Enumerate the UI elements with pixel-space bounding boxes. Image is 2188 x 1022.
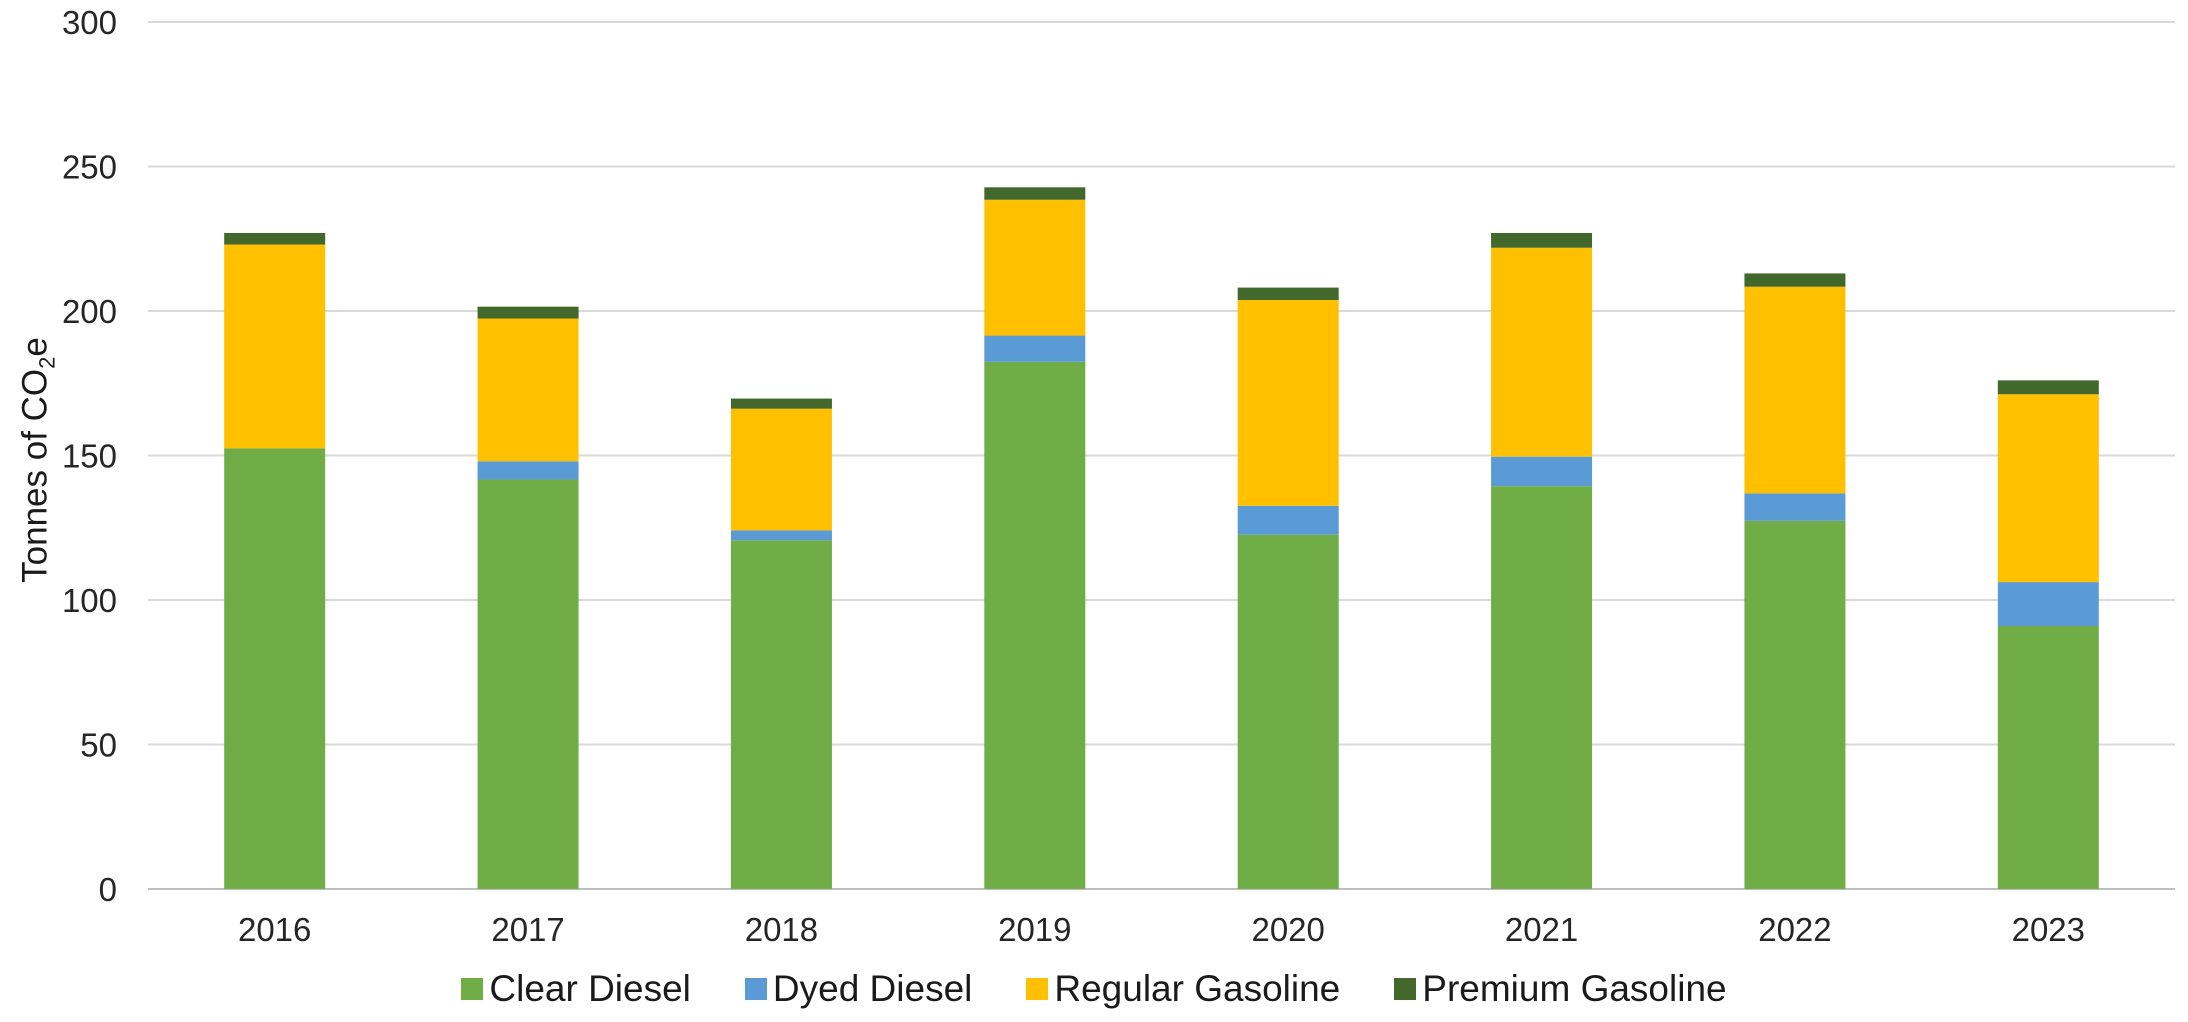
legend-label-clear-diesel: Clear Diesel bbox=[489, 968, 691, 1009]
legend-item-regular-gasoline: Regular Gasoline bbox=[1026, 968, 1340, 1010]
y-tick-label-150: 150 bbox=[62, 438, 117, 475]
bar-2019-clear-diesel bbox=[984, 361, 1086, 889]
bar-2018-dyed-diesel bbox=[730, 530, 832, 541]
bar-2017-dyed-diesel bbox=[477, 461, 579, 480]
y-tick-label-50: 50 bbox=[80, 727, 117, 764]
bar-2016-regular-gasoline bbox=[224, 244, 326, 449]
x-tick-label-2020: 2020 bbox=[1251, 911, 1324, 948]
bar-2017-clear-diesel bbox=[477, 479, 579, 889]
legend-swatch-premium-gasoline bbox=[1394, 978, 1417, 1000]
bar-2020-clear-diesel bbox=[1237, 534, 1339, 889]
bar-2019-dyed-diesel bbox=[984, 335, 1086, 362]
legend-label-regular-gasoline: Regular Gasoline bbox=[1054, 968, 1341, 1009]
x-tick-label-2017: 2017 bbox=[491, 911, 564, 948]
bar-2021-dyed-diesel bbox=[1491, 456, 1593, 487]
x-tick-label-2018: 2018 bbox=[745, 911, 818, 948]
bar-2022-premium-gasoline bbox=[1744, 273, 1846, 287]
y-axis-label: Tonnes of CO2e bbox=[15, 337, 60, 583]
legend-label-dyed-diesel: Dyed Diesel bbox=[772, 968, 973, 1009]
bar-2022-clear-diesel bbox=[1744, 520, 1846, 889]
legend-label-premium-gasoline: Premium Gasoline bbox=[1422, 968, 1727, 1009]
bar-2016-clear-diesel bbox=[224, 448, 326, 889]
chart-legend: Clear Diesel Dyed Diesel Regular Gasolin… bbox=[0, 968, 2188, 1010]
x-tick-label-2019: 2019 bbox=[998, 911, 1071, 948]
legend-item-clear-diesel: Clear Diesel bbox=[461, 968, 691, 1010]
legend-swatch-dyed-diesel bbox=[744, 978, 767, 1000]
bar-2018-regular-gasoline bbox=[730, 408, 832, 531]
y-tick-label-250: 250 bbox=[62, 149, 117, 186]
bar-2021-regular-gasoline bbox=[1491, 247, 1593, 457]
legend-swatch-regular-gasoline bbox=[1026, 978, 1049, 1000]
x-tick-label-2023: 2023 bbox=[2012, 911, 2085, 948]
bar-2020-dyed-diesel bbox=[1237, 505, 1339, 535]
bar-2022-regular-gasoline bbox=[1744, 286, 1846, 494]
x-tick-label-2016: 2016 bbox=[238, 911, 311, 948]
bar-2023-clear-diesel bbox=[1997, 626, 2099, 889]
x-tick-label-2021: 2021 bbox=[1505, 911, 1578, 948]
bar-2020-regular-gasoline bbox=[1237, 300, 1339, 506]
bar-2020-premium-gasoline bbox=[1237, 287, 1339, 301]
y-tick-label-300: 300 bbox=[62, 4, 117, 41]
bar-2018-clear-diesel bbox=[730, 540, 832, 889]
bar-2016-premium-gasoline bbox=[224, 232, 326, 245]
legend-item-premium-gasoline: Premium Gasoline bbox=[1394, 968, 1727, 1010]
y-tick-label-0: 0 bbox=[99, 871, 117, 908]
legend-swatch-clear-diesel bbox=[461, 978, 484, 1000]
y-tick-label-100: 100 bbox=[62, 582, 117, 619]
bar-2023-premium-gasoline bbox=[1997, 380, 2099, 395]
bar-2018-premium-gasoline bbox=[730, 398, 832, 409]
bar-2023-dyed-diesel bbox=[1997, 582, 2099, 627]
bar-2017-premium-gasoline bbox=[477, 306, 579, 319]
bar-2017-regular-gasoline bbox=[477, 318, 579, 462]
bar-2019-regular-gasoline bbox=[984, 199, 1086, 336]
bar-2021-clear-diesel bbox=[1491, 486, 1593, 889]
bar-2021-premium-gasoline bbox=[1491, 232, 1593, 248]
bar-2019-premium-gasoline bbox=[984, 187, 1086, 200]
legend-item-dyed-diesel: Dyed Diesel bbox=[744, 968, 973, 1010]
y-tick-label-200: 200 bbox=[62, 293, 117, 330]
bar-2023-regular-gasoline bbox=[1997, 394, 2099, 583]
x-tick-label-2022: 2022 bbox=[1758, 911, 1831, 948]
bar-2022-dyed-diesel bbox=[1744, 493, 1846, 521]
